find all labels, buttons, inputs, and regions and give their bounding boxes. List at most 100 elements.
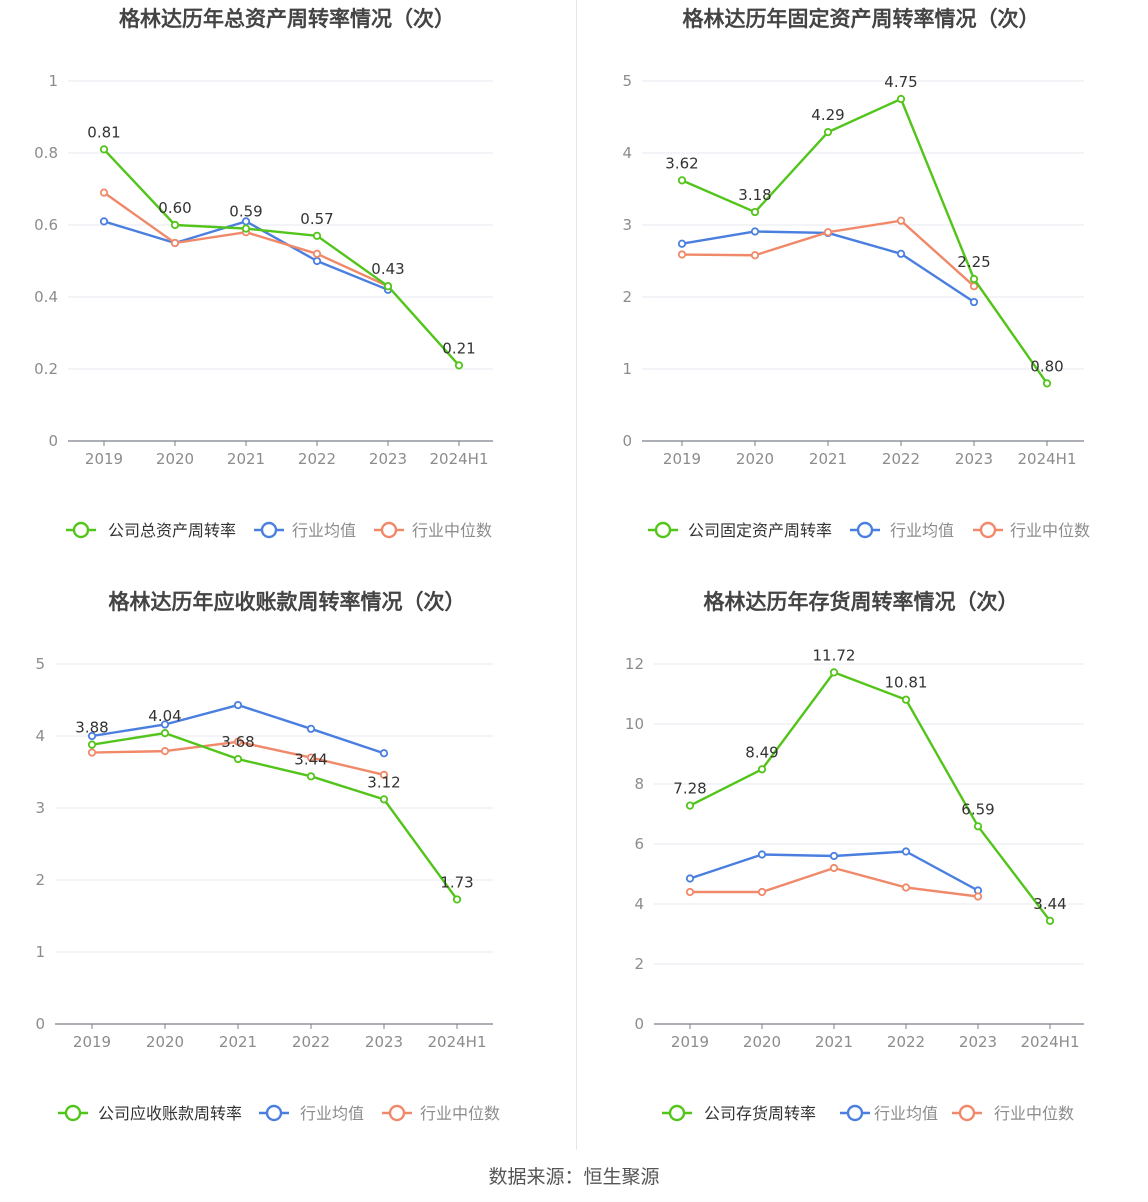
- data-label: 0.21: [442, 339, 475, 357]
- data-point-company[interactable]: [379, 795, 389, 804]
- y-tick-label: 2: [634, 955, 644, 973]
- x-tick-label: 2023: [955, 450, 993, 468]
- data-point-industry-median[interactable]: [379, 770, 389, 779]
- data-point-industry-median[interactable]: [306, 753, 316, 762]
- data-point-company[interactable]: [170, 220, 180, 230]
- y-tick-label: 0.2: [34, 360, 58, 378]
- data-point-industry-median[interactable]: [170, 238, 180, 248]
- data-point-industry-avg[interactable]: [87, 731, 97, 741]
- y-tick-label: 12: [625, 655, 644, 673]
- y-tick-label: 6: [634, 835, 644, 853]
- legend-item-company[interactable]: 公司固定资产周转率: [648, 521, 832, 540]
- legend-label: 行业均值: [874, 1104, 938, 1123]
- legend-label: 行业中位数: [994, 1104, 1074, 1123]
- data-point-industry-avg[interactable]: [99, 217, 109, 226]
- data-label: 3.44: [1033, 895, 1066, 913]
- data-label: 0.80: [1030, 357, 1063, 375]
- legend-item-industry-avg[interactable]: 行业均值: [850, 521, 954, 540]
- data-point-company[interactable]: [233, 754, 243, 764]
- data-point-industry-avg[interactable]: [160, 720, 170, 729]
- data-point-company[interactable]: [757, 765, 767, 774]
- data-label: 0.43: [371, 260, 404, 278]
- x-tick-label: 2020: [736, 450, 774, 468]
- data-point-industry-avg[interactable]: [379, 749, 389, 758]
- data-point-company[interactable]: [160, 729, 170, 738]
- data-point-company[interactable]: [383, 282, 393, 291]
- x-tick-label: 2023: [959, 1033, 997, 1051]
- x-tick-label: 2020: [156, 450, 194, 468]
- data-point-industry-median[interactable]: [896, 216, 906, 225]
- x-tick-label: 2021: [809, 450, 847, 468]
- data-label: 3.88: [75, 719, 108, 737]
- legend-item-industry-median[interactable]: 行业中位数: [382, 1104, 500, 1123]
- data-point-company[interactable]: [901, 695, 911, 704]
- data-point-company[interactable]: [306, 772, 316, 781]
- chart-svg: 格林达历年固定资产周转率情况（次） 0 1 2 3 4 5 2019 2020 2021 2022 2…: [622, 7, 1090, 540]
- legend-item-company[interactable]: 公司应收账款周转率: [58, 1104, 242, 1123]
- data-point-company[interactable]: [1042, 379, 1052, 388]
- data-point-company[interactable]: [969, 274, 979, 284]
- data-point-industry-avg[interactable]: [750, 227, 760, 236]
- data-point-company[interactable]: [87, 740, 97, 749]
- legend-swatch-marker: [654, 521, 672, 539]
- data-point-industry-median[interactable]: [99, 188, 109, 197]
- legend-item-company[interactable]: 公司总资产周转率: [66, 521, 236, 540]
- data-point-industry-avg[interactable]: [829, 851, 839, 861]
- data-point-industry-median[interactable]: [823, 228, 833, 237]
- data-point-company[interactable]: [685, 801, 695, 810]
- data-point-industry-avg[interactable]: [677, 239, 687, 248]
- data-label: 6.59: [961, 800, 994, 818]
- x-tick-label: 2021: [227, 450, 265, 468]
- data-point-industry-median[interactable]: [685, 887, 695, 897]
- data-point-company[interactable]: [677, 176, 687, 185]
- data-point-company[interactable]: [973, 822, 983, 831]
- data-point-industry-avg[interactable]: [901, 847, 911, 856]
- y-tick-label: 3: [622, 216, 632, 234]
- data-point-industry-median[interactable]: [829, 863, 839, 873]
- data-point-industry-avg[interactable]: [312, 256, 322, 266]
- data-point-company[interactable]: [312, 231, 322, 240]
- data-point-company[interactable]: [823, 128, 833, 137]
- data-point-industry-avg[interactable]: [757, 850, 767, 859]
- data-point-industry-median[interactable]: [312, 249, 322, 258]
- data-point-company[interactable]: [829, 668, 839, 677]
- x-tick-label: 2019: [663, 450, 701, 468]
- data-point-industry-median[interactable]: [901, 883, 911, 892]
- legend-item-company[interactable]: 公司存货周转率: [662, 1104, 816, 1123]
- legend-label: 公司存货周转率: [704, 1104, 816, 1123]
- data-point-industry-avg[interactable]: [896, 249, 906, 258]
- data-point-company[interactable]: [454, 361, 464, 370]
- legend-item-industry-median[interactable]: 行业中位数: [374, 521, 492, 540]
- legend-item-industry-median[interactable]: 行业中位数: [973, 521, 1090, 540]
- data-point-industry-median[interactable]: [757, 887, 767, 897]
- data-point-industry-median[interactable]: [160, 747, 170, 756]
- data-point-industry-median[interactable]: [87, 748, 97, 757]
- y-tick-label: 3: [35, 799, 45, 817]
- data-point-industry-avg[interactable]: [969, 297, 979, 307]
- data-point-company[interactable]: [452, 895, 462, 904]
- data-point-company[interactable]: [99, 145, 109, 154]
- legend-item-industry-avg[interactable]: 行业均值: [840, 1104, 938, 1123]
- series-line-company: [103, 148, 460, 367]
- data-point-industry-avg[interactable]: [685, 874, 695, 883]
- y-tick-label: 0.6: [34, 216, 58, 234]
- data-point-company[interactable]: [896, 94, 906, 104]
- legend-item-industry-median[interactable]: 行业中位数: [952, 1104, 1074, 1123]
- legend-item-industry-avg[interactable]: 行业均值: [259, 1104, 364, 1123]
- data-point-industry-median[interactable]: [750, 251, 760, 260]
- data-point-industry-median[interactable]: [973, 892, 983, 901]
- data-point-industry-avg[interactable]: [233, 700, 243, 710]
- x-tick-label: 2019: [671, 1033, 709, 1051]
- legend-label: 公司总资产周转率: [108, 521, 236, 540]
- data-point-company[interactable]: [1045, 916, 1055, 925]
- data-point-industry-median[interactable]: [233, 737, 243, 746]
- data-point-company[interactable]: [241, 224, 251, 233]
- data-point-company[interactable]: [750, 207, 760, 217]
- data-point-industry-avg[interactable]: [306, 724, 316, 733]
- data-label: 0.59: [229, 203, 262, 221]
- data-point-industry-median[interactable]: [677, 250, 687, 259]
- legend-label: 行业均值: [292, 521, 356, 540]
- y-tick-label: 0: [35, 1015, 45, 1033]
- data-label: 3.12: [367, 773, 400, 791]
- legend-item-industry-avg[interactable]: 行业均值: [254, 521, 356, 540]
